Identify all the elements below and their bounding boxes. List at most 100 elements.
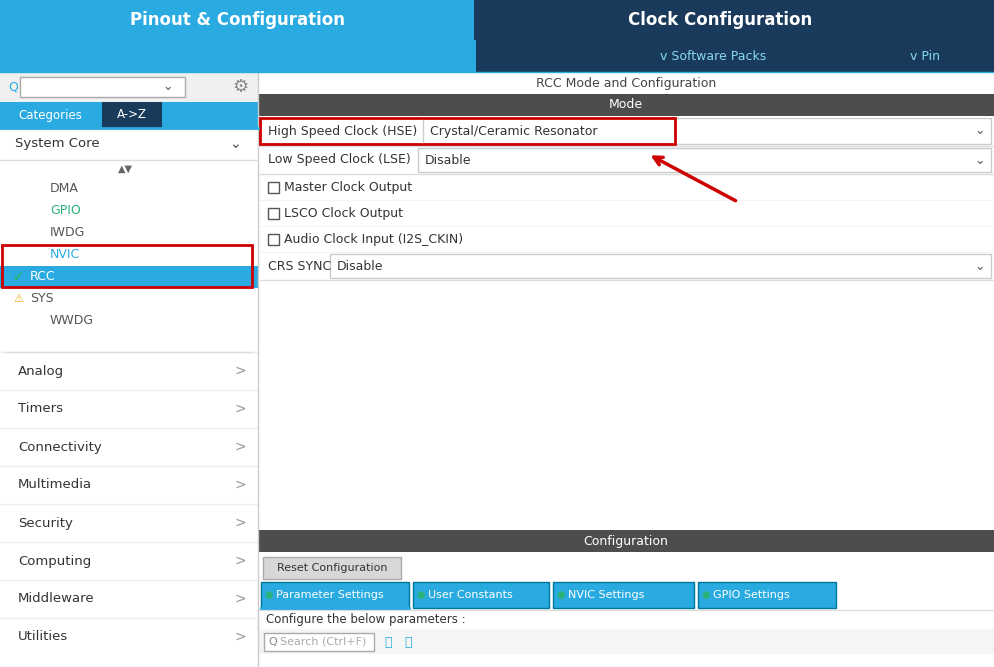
Bar <box>475 0 994 40</box>
Bar <box>257 94 994 116</box>
Text: ●: ● <box>701 590 710 600</box>
Bar <box>330 254 990 278</box>
Bar <box>0 288 257 310</box>
Text: Audio Clock Input (I2S_CKIN): Audio Clock Input (I2S_CKIN) <box>283 233 462 245</box>
Bar <box>0 222 257 244</box>
Text: Multimedia: Multimedia <box>18 478 92 492</box>
Text: A->Z: A->Z <box>117 109 147 121</box>
Bar <box>0 310 257 332</box>
Bar <box>0 160 257 178</box>
Bar <box>0 102 257 128</box>
Text: Configure the below parameters :: Configure the below parameters : <box>265 614 465 626</box>
Text: Timers: Timers <box>18 402 63 416</box>
Text: Categories: Categories <box>18 109 82 121</box>
Text: >: > <box>234 554 246 568</box>
Bar <box>0 244 257 266</box>
Text: Pinout & Configuration: Pinout & Configuration <box>130 11 345 29</box>
Text: ⌄: ⌄ <box>163 81 173 93</box>
Text: Configuration: Configuration <box>582 534 668 548</box>
Bar <box>475 40 994 72</box>
Text: Security: Security <box>18 516 73 530</box>
Text: ⚠: ⚠ <box>13 294 23 304</box>
Text: Utilities: Utilities <box>18 630 69 644</box>
Bar <box>0 72 257 102</box>
Bar <box>0 200 257 222</box>
Text: High Speed Clock (HSE): High Speed Clock (HSE) <box>267 125 416 137</box>
Bar <box>0 390 257 428</box>
Bar <box>257 146 994 174</box>
Text: >: > <box>234 516 246 530</box>
Text: v Software Packs: v Software Packs <box>659 49 765 63</box>
Text: IWDG: IWDG <box>50 227 85 239</box>
Bar <box>259 118 990 144</box>
Text: CRS SYNC: CRS SYNC <box>267 259 331 273</box>
Text: Q: Q <box>8 81 18 93</box>
Text: System Core: System Core <box>15 137 99 151</box>
Bar <box>0 504 257 542</box>
Text: ⌄: ⌄ <box>229 137 241 151</box>
Bar <box>0 102 100 128</box>
Text: ⌄: ⌄ <box>974 153 984 167</box>
Bar <box>257 252 994 280</box>
Text: LSCO Clock Output: LSCO Clock Output <box>283 207 403 219</box>
Bar <box>553 582 693 608</box>
Text: Low Speed Clock (LSE): Low Speed Clock (LSE) <box>267 153 411 167</box>
Text: WWDG: WWDG <box>50 315 94 327</box>
Bar <box>0 466 257 504</box>
Bar <box>20 77 185 97</box>
Bar <box>0 0 994 40</box>
Bar <box>417 148 990 172</box>
Bar <box>259 118 674 144</box>
Bar <box>0 428 257 466</box>
Text: Q: Q <box>267 637 276 647</box>
Text: >: > <box>234 592 246 606</box>
Text: ✔: ✔ <box>13 271 23 283</box>
Bar <box>263 633 374 651</box>
Text: ●: ● <box>557 590 565 600</box>
Text: Mode: Mode <box>608 99 642 111</box>
Text: >: > <box>234 478 246 492</box>
Bar <box>257 610 994 630</box>
Text: Computing: Computing <box>18 554 91 568</box>
Text: >: > <box>234 440 246 454</box>
Text: >: > <box>234 364 246 378</box>
Text: Disable: Disable <box>337 259 383 273</box>
Text: ⚙: ⚙ <box>232 78 248 96</box>
Text: >: > <box>234 402 246 416</box>
Bar <box>2 245 251 287</box>
Bar <box>698 582 835 608</box>
Bar <box>0 178 257 200</box>
Bar <box>0 618 257 656</box>
Bar <box>413 582 549 608</box>
Bar <box>0 72 257 667</box>
Bar <box>257 72 994 667</box>
Text: GPIO: GPIO <box>50 205 81 217</box>
Text: >: > <box>234 630 246 644</box>
Bar <box>0 40 994 72</box>
Bar <box>0 332 257 352</box>
Text: ⌄: ⌄ <box>974 259 984 273</box>
Bar <box>0 128 257 160</box>
Bar <box>267 182 278 193</box>
Text: Reset Configuration: Reset Configuration <box>276 563 387 573</box>
Text: GPIO Settings: GPIO Settings <box>713 590 789 600</box>
Bar <box>0 352 257 390</box>
Text: ●: ● <box>264 590 273 600</box>
Bar <box>257 200 994 226</box>
Bar <box>0 542 257 580</box>
Bar <box>473 0 476 40</box>
Text: v Pin: v Pin <box>910 49 939 63</box>
Text: Search (Ctrl+F): Search (Ctrl+F) <box>279 637 366 647</box>
Text: ⌄: ⌄ <box>974 125 984 137</box>
Text: RCC: RCC <box>30 271 56 283</box>
Bar <box>260 582 409 608</box>
Bar <box>257 116 994 146</box>
Text: ⓘ: ⓘ <box>404 636 412 648</box>
Text: Disable: Disable <box>424 153 471 167</box>
Text: DMA: DMA <box>50 183 79 195</box>
Text: Connectivity: Connectivity <box>18 440 101 454</box>
Bar <box>102 102 162 128</box>
Bar <box>267 234 278 245</box>
Text: Crystal/Ceramic Resonator: Crystal/Ceramic Resonator <box>429 125 597 137</box>
Text: User Constants: User Constants <box>427 590 512 600</box>
